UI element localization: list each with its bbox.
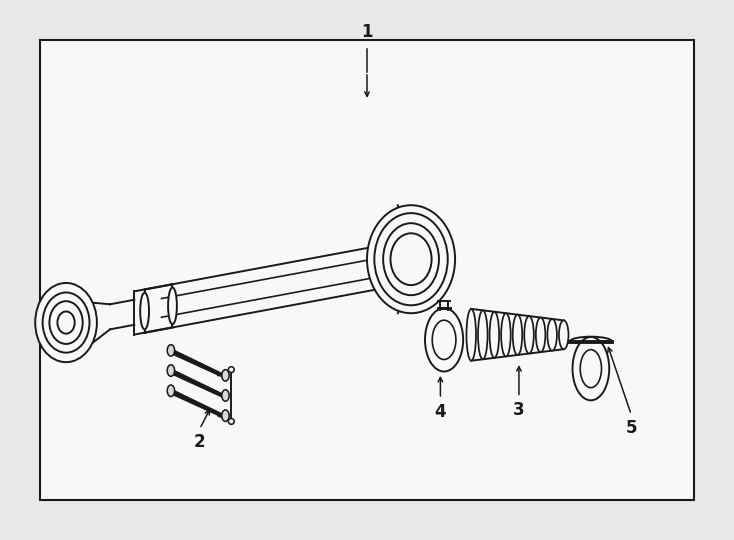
Ellipse shape bbox=[536, 318, 545, 352]
Text: 5: 5 bbox=[625, 418, 637, 437]
Ellipse shape bbox=[390, 233, 432, 285]
Text: 3: 3 bbox=[513, 401, 525, 420]
Ellipse shape bbox=[167, 365, 175, 376]
Ellipse shape bbox=[140, 293, 149, 329]
Ellipse shape bbox=[573, 337, 609, 400]
Ellipse shape bbox=[374, 213, 448, 305]
Ellipse shape bbox=[57, 312, 75, 334]
Ellipse shape bbox=[228, 367, 234, 373]
Ellipse shape bbox=[222, 410, 229, 421]
Ellipse shape bbox=[222, 369, 229, 381]
Ellipse shape bbox=[490, 312, 499, 358]
Ellipse shape bbox=[383, 223, 439, 295]
Ellipse shape bbox=[167, 345, 175, 356]
Ellipse shape bbox=[167, 385, 175, 396]
Text: 2: 2 bbox=[194, 433, 206, 451]
Ellipse shape bbox=[168, 287, 177, 324]
Text: 1: 1 bbox=[361, 23, 373, 42]
Ellipse shape bbox=[501, 313, 511, 356]
Ellipse shape bbox=[559, 320, 568, 349]
Ellipse shape bbox=[35, 283, 97, 362]
Ellipse shape bbox=[581, 349, 602, 388]
Ellipse shape bbox=[43, 293, 90, 353]
Ellipse shape bbox=[513, 315, 522, 355]
Bar bbox=[40, 39, 694, 501]
Ellipse shape bbox=[432, 320, 456, 360]
Text: 4: 4 bbox=[435, 403, 446, 421]
Ellipse shape bbox=[367, 205, 455, 313]
Ellipse shape bbox=[425, 308, 463, 372]
Ellipse shape bbox=[49, 301, 83, 344]
Ellipse shape bbox=[524, 316, 534, 354]
Ellipse shape bbox=[228, 418, 234, 424]
Ellipse shape bbox=[222, 390, 229, 401]
Ellipse shape bbox=[467, 309, 476, 361]
Ellipse shape bbox=[548, 319, 557, 350]
Ellipse shape bbox=[478, 310, 487, 359]
